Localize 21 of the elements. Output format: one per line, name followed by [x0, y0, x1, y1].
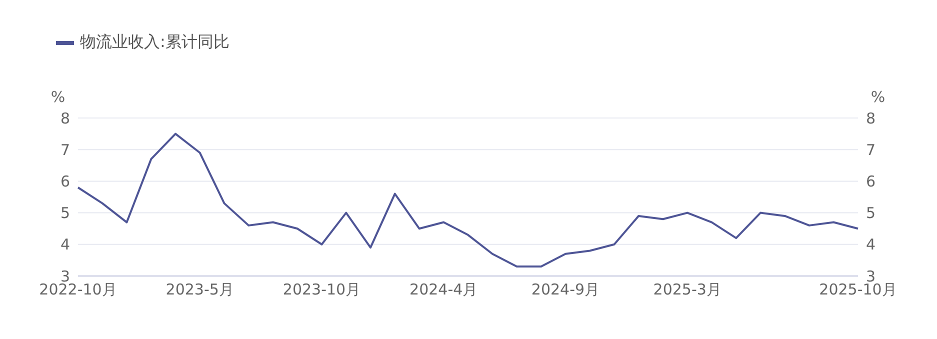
- y-tick-label: 8: [60, 109, 70, 128]
- y-tick-label: 7: [60, 140, 70, 159]
- y-tick-label: 5: [60, 204, 70, 222]
- y-tick-label: 4: [60, 236, 70, 254]
- y2-tick-label: 8: [866, 109, 876, 128]
- y2-tick-label: 4: [866, 236, 876, 254]
- x-tick-label: 2024-9月: [531, 280, 600, 299]
- y-axis-title: %: [50, 88, 66, 106]
- x-tick-label: 2025-10月: [819, 280, 897, 299]
- y2-tick-label: 7: [866, 140, 876, 159]
- y2-tick-label: 5: [866, 204, 876, 222]
- x-tick-label: 2023-5月: [166, 280, 234, 299]
- y-tick-label: 6: [60, 172, 70, 191]
- line-series: [77, 132, 859, 268]
- legend-label: 物流业收入:累计同比: [80, 32, 230, 53]
- y2-tick-label: 6: [866, 172, 876, 191]
- y2-axis-title: %: [870, 88, 886, 106]
- x-tick-label: 2025-3月: [653, 280, 722, 299]
- x-tick-label: 2022-10月: [39, 280, 117, 299]
- x-tick-label: 2023-10月: [282, 280, 361, 299]
- x-tick-label: 2024-4月: [410, 280, 478, 299]
